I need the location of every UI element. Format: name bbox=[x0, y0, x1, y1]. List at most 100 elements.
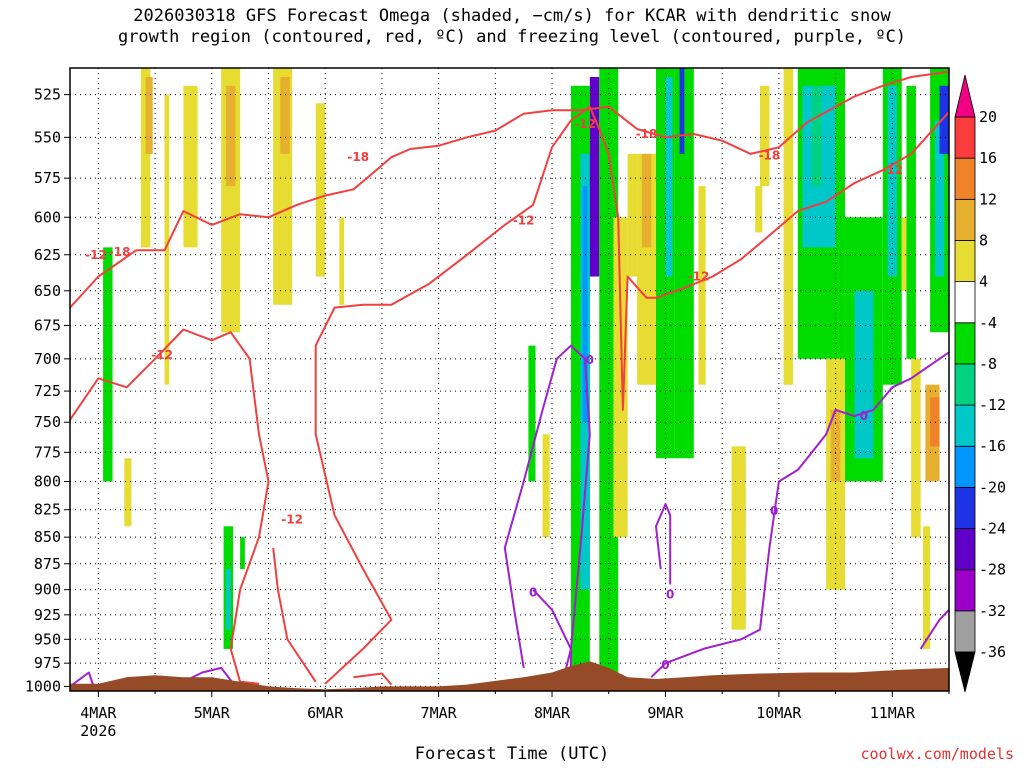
y-tick-label-550: 550 bbox=[34, 128, 61, 146]
freezing-level-line-2 bbox=[503, 344, 591, 687]
omega-cell-47 bbox=[923, 526, 931, 649]
y-tick-label-575: 575 bbox=[34, 169, 61, 187]
y-tick-label-625: 625 bbox=[34, 246, 61, 264]
omega-cell-20 bbox=[589, 76, 600, 277]
y-tick-label-925: 925 bbox=[34, 606, 61, 624]
colorbar-segment-2 bbox=[954, 528, 976, 571]
colorbar: -36 -32 -28 -24 -20 -16 -12 -8 -4 4 8 12 16 20 bbox=[954, 74, 1006, 693]
terrain-layer bbox=[70, 661, 949, 691]
omega-cell-6 bbox=[183, 85, 198, 248]
colorbar-segment-1 bbox=[954, 569, 976, 612]
omega-cell-30 bbox=[698, 186, 706, 385]
freezing-level-label-1: 0 bbox=[529, 586, 537, 600]
isotherm-minus18-label-3: -18 bbox=[759, 149, 781, 163]
y-tick-label-725: 725 bbox=[34, 382, 61, 400]
omega-cell-11 bbox=[339, 217, 345, 305]
colorbar-segment-10 bbox=[954, 198, 976, 241]
isotherm-minus18-line bbox=[70, 70, 949, 309]
y-tick-label-975: 975 bbox=[34, 654, 61, 672]
omega-cell-10 bbox=[315, 103, 326, 277]
omega-cell-32 bbox=[759, 85, 770, 187]
x-tick-label-7: 11MAR bbox=[870, 704, 916, 722]
colorbar-segment-5 bbox=[954, 404, 976, 447]
omega-cell-46 bbox=[911, 358, 921, 538]
colorbar-label-3: -24 bbox=[979, 520, 1006, 538]
x-axis-title: Forecast Time (UTC) bbox=[414, 744, 610, 764]
isotherm-minus12-label-0: -12 bbox=[85, 248, 107, 262]
x-tick-label-1: 5MAR bbox=[194, 704, 231, 722]
isotherm-minus12-label-1: -12 bbox=[151, 348, 173, 362]
freezing-level-line-6 bbox=[919, 609, 949, 650]
colorbar-segment-3 bbox=[954, 486, 976, 529]
colorbar-segment-11 bbox=[954, 157, 976, 200]
omega-cell-37 bbox=[811, 85, 822, 187]
freezing-level-label-3: 0 bbox=[770, 504, 778, 518]
colorbar-label-10: 8 bbox=[979, 231, 988, 249]
colorbar-under-arrow bbox=[954, 651, 976, 693]
colorbar-label-5: -16 bbox=[979, 437, 1006, 455]
omega-cell-22 bbox=[613, 217, 628, 538]
isotherm-minus18-label-0: -18 bbox=[109, 245, 131, 259]
credit-text[interactable]: coolwx.com/models bbox=[860, 745, 1014, 763]
omega-cell-43 bbox=[887, 85, 898, 277]
omega-shading-layer bbox=[103, 68, 949, 687]
isotherm-minus12-line-1 bbox=[314, 105, 949, 685]
isotherm-minus12-label-6: -12 bbox=[881, 163, 903, 177]
omega-cell-8 bbox=[124, 458, 132, 527]
colorbar-segment-6 bbox=[954, 363, 976, 406]
x-tick-label-3: 7MAR bbox=[421, 704, 458, 722]
omega-cell-23 bbox=[627, 153, 638, 277]
freezing-level-label-4: 0 bbox=[661, 658, 669, 672]
omega-cell-19 bbox=[582, 186, 588, 423]
omega-cell-39 bbox=[830, 409, 841, 482]
colorbar-label-0: -36 bbox=[979, 643, 1006, 661]
chart-title-line-1: 2026030318 GFS Forecast Omega (shaded, −… bbox=[133, 6, 891, 26]
isotherm-minus18-label-2: -18 bbox=[636, 127, 658, 141]
colorbar-label-8: -4 bbox=[979, 314, 997, 332]
colorbar-label-2: -28 bbox=[979, 561, 1006, 579]
isotherm-minus12-line-2 bbox=[272, 547, 317, 683]
omega-cell-41 bbox=[854, 290, 874, 459]
omega-cell-49 bbox=[934, 120, 945, 277]
omega-cell-3 bbox=[225, 85, 236, 187]
y-tick-label-775: 775 bbox=[34, 443, 61, 461]
colorbar-segment-7 bbox=[954, 322, 976, 365]
colorbar-label-13: 20 bbox=[979, 108, 997, 126]
isotherm-minus12-label-5: -12 bbox=[688, 270, 710, 284]
y-tick-label-875: 875 bbox=[34, 555, 61, 573]
omega-cell-0 bbox=[140, 68, 151, 248]
colorbar-label-1: -32 bbox=[979, 602, 1006, 620]
x-tick-label-2: 6MAR bbox=[307, 704, 344, 722]
omega-cell-52 bbox=[930, 397, 940, 447]
omega-cell-50 bbox=[939, 85, 949, 154]
colorbar-label-4: -20 bbox=[979, 478, 1006, 496]
freezing-level-line-4 bbox=[655, 503, 672, 585]
chart-title-line-2: growth region (contoured, red, ºC) and f… bbox=[117, 27, 907, 47]
y-tick-label-950: 950 bbox=[34, 630, 61, 648]
omega-cell-45 bbox=[906, 85, 916, 359]
colorbar-label-12: 16 bbox=[979, 149, 997, 167]
x-tick-sublabel-0: 2026 bbox=[80, 722, 116, 740]
omega-cell-7 bbox=[103, 247, 113, 482]
omega-cell-34 bbox=[783, 68, 794, 385]
omega-cell-16 bbox=[542, 434, 550, 538]
colorbar-segment-8 bbox=[954, 281, 976, 324]
colorbar-segment-0 bbox=[954, 610, 976, 653]
x-tick-label-4: 8MAR bbox=[534, 704, 571, 722]
y-tick-label-1000: 1000 bbox=[25, 677, 61, 695]
y-tick-label-825: 825 bbox=[34, 501, 61, 519]
y-tick-label-850: 850 bbox=[34, 528, 61, 546]
y-axis: 525 550 575 600 625 650 675 700 725 750 775 800 825 8… bbox=[25, 86, 70, 695]
plot-frame bbox=[69, 67, 950, 692]
terrain-fill bbox=[70, 661, 949, 691]
colorbar-segment-12 bbox=[954, 116, 976, 159]
colorbar-label-7: -8 bbox=[979, 355, 997, 373]
y-tick-label-525: 525 bbox=[34, 86, 61, 104]
isotherm-minus12-line-3 bbox=[353, 672, 393, 686]
colorbar-label-11: 12 bbox=[979, 190, 997, 208]
freezing-level-label-0: 0 bbox=[586, 353, 594, 367]
omega-cell-28 bbox=[674, 68, 694, 459]
colorbar-label-6: -12 bbox=[979, 396, 1006, 414]
